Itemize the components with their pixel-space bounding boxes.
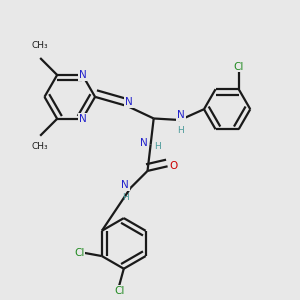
Text: O: O (169, 161, 178, 171)
Text: N: N (177, 110, 185, 120)
Text: N: N (79, 70, 86, 80)
Text: Cl: Cl (233, 62, 244, 72)
Text: N: N (140, 138, 148, 148)
Text: H: H (154, 142, 160, 151)
Text: Cl: Cl (74, 248, 85, 258)
Text: CH₃: CH₃ (32, 41, 49, 50)
Text: CH₃: CH₃ (32, 142, 49, 151)
Text: H: H (122, 194, 128, 202)
Text: H: H (178, 126, 184, 135)
Text: N: N (79, 114, 86, 124)
Text: Cl: Cl (114, 286, 124, 296)
Text: N: N (125, 97, 133, 107)
Text: N: N (121, 180, 129, 190)
